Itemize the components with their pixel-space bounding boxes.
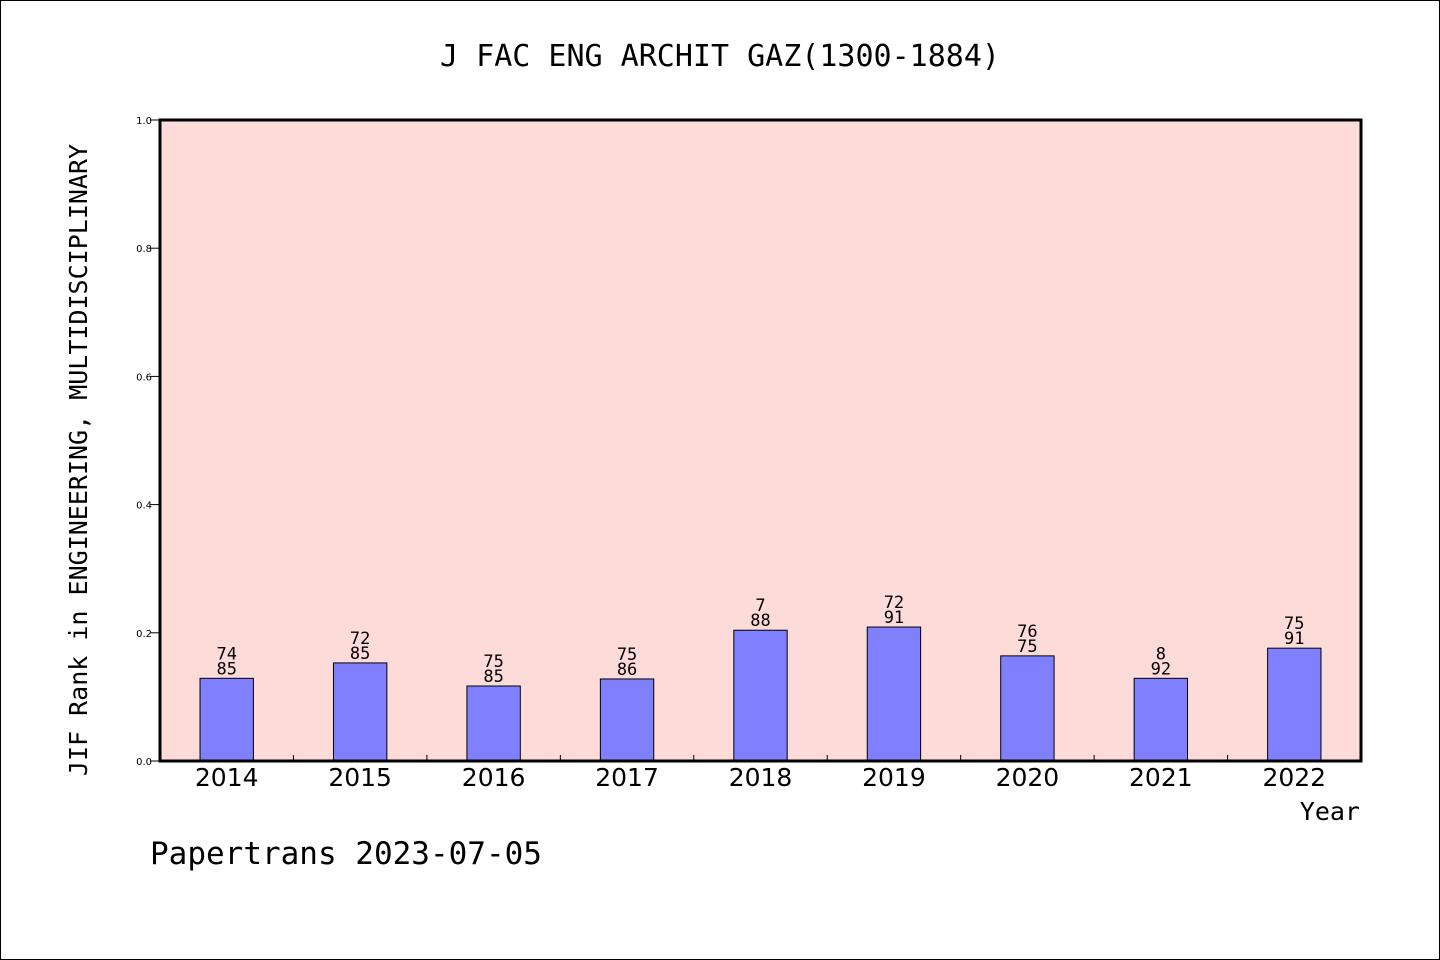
y-axis: 0.0 0.2 0.4 0.6 0.8 1.0	[136, 116, 160, 768]
bar-label-bottom: 88	[750, 611, 770, 631]
y-tick-label: 0.6	[136, 372, 152, 383]
bar-label-top: 75	[1284, 614, 1304, 634]
chart-title: J FAC ENG ARCHIT GAZ(1300-1884)	[440, 39, 1000, 74]
y-tick-label: 1.0	[136, 116, 152, 127]
x-tick-label: 2015	[328, 763, 392, 792]
bar-label-top: 76	[1017, 622, 1037, 642]
bar-label-top: 74	[216, 644, 236, 664]
bar-label-top: 8	[1156, 644, 1166, 664]
bar-label-top: 75	[483, 652, 503, 672]
bar-label-bottom: 85	[216, 659, 236, 679]
bar-2019	[866, 626, 922, 762]
bar-label-bottom: 92	[1151, 659, 1171, 679]
bar-2014	[199, 677, 254, 762]
y-tick-label: 0.4	[136, 501, 152, 512]
x-tick-label: 2014	[195, 763, 259, 792]
bar-label-top: 7	[755, 596, 765, 616]
plot-border	[158, 118, 1363, 763]
x-axis: 2014 2015 2016 2017 2018 2019 2020 2021 2022	[195, 755, 1326, 792]
x-tick-label: 2017	[595, 763, 659, 792]
footer-credit: Papertrans 2023-07-05	[150, 836, 542, 872]
x-tick-label: 2022	[1262, 763, 1326, 792]
y-tick-label: 0.2	[136, 629, 152, 640]
bar-label-top: 72	[884, 593, 904, 613]
x-tick-label: 2018	[729, 763, 793, 792]
x-tick-label: 2021	[1129, 763, 1193, 792]
bar-label-bottom: 85	[350, 644, 370, 664]
bar-label-bottom: 75	[1017, 637, 1037, 657]
bar-label-top: 75	[617, 645, 637, 665]
bar-2017	[599, 678, 655, 762]
y-tick-label: 0.0	[136, 757, 152, 768]
bar-label-top: 72	[350, 629, 370, 649]
bar-label-bottom: 91	[884, 608, 904, 628]
y-axis-label: JIF Rank in ENGINEERING, MULTIDISCIPLINA…	[64, 144, 93, 776]
bar-label-bottom: 85	[483, 667, 503, 687]
bar-2022	[1267, 647, 1322, 762]
x-tick-label: 2020	[996, 763, 1060, 792]
y-tick-label: 0.8	[136, 244, 152, 255]
x-tick-label: 2019	[862, 763, 926, 792]
x-axis-label: Year	[1300, 797, 1360, 826]
bar-2021	[1133, 677, 1189, 762]
bar-label-bottom: 91	[1284, 629, 1304, 649]
bar-2020	[1000, 655, 1055, 762]
bar-2018	[733, 629, 788, 762]
x-tick-label: 2016	[462, 763, 526, 792]
bar-2016	[466, 685, 521, 762]
bar-2015	[332, 662, 388, 762]
bar-label-bottom: 86	[617, 660, 637, 680]
